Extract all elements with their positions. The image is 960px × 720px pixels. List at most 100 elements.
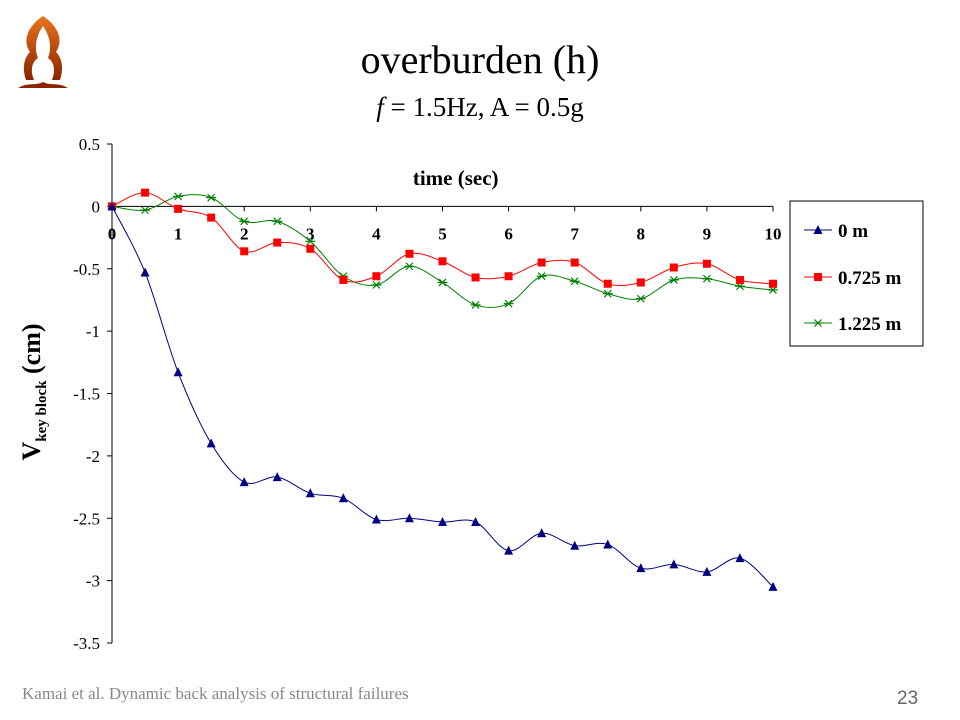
x-tick-label: 3 xyxy=(306,224,315,243)
asterisk-stroke xyxy=(372,281,381,289)
asterisk-stroke xyxy=(141,206,149,215)
x-tick-label: 0 xyxy=(108,224,117,243)
legend-marker xyxy=(814,273,822,281)
x-tick-label: 1 xyxy=(174,224,183,243)
x-tick-label: 8 xyxy=(637,224,646,243)
data-point xyxy=(174,204,183,213)
page-subtitle: f = 1.5Hz, A = 0.5g xyxy=(250,94,710,121)
data-point xyxy=(669,263,678,272)
data-point xyxy=(141,188,150,197)
y-tick-label: -3 xyxy=(86,572,100,591)
y-tick-label: -0.5 xyxy=(73,260,100,279)
data-point xyxy=(570,258,579,267)
x-tick-label: 9 xyxy=(703,224,712,243)
y-axis-label: Vkey block (cm) xyxy=(17,323,50,460)
legend-label: 1.225 m xyxy=(838,314,902,335)
data-point xyxy=(273,238,282,247)
data-point xyxy=(603,539,613,549)
data-point xyxy=(537,528,547,538)
page-title: overburden (h) xyxy=(360,37,600,82)
legend-label: 0.725 m xyxy=(838,268,902,289)
data-point xyxy=(504,545,514,555)
data-point xyxy=(240,247,249,256)
data-point xyxy=(769,279,777,288)
data-point xyxy=(305,488,315,498)
y-tick-label: 0 xyxy=(92,197,101,216)
asterisk-stroke xyxy=(603,289,612,298)
data-point xyxy=(239,217,250,226)
data-point xyxy=(404,262,415,271)
data-point xyxy=(536,272,547,281)
asterisk-stroke xyxy=(174,192,183,201)
data-point xyxy=(669,559,679,569)
data-point xyxy=(272,472,282,482)
data-point xyxy=(372,272,381,281)
asterisk-stroke xyxy=(306,237,315,246)
x-axis-label: time (sec) xyxy=(413,166,499,190)
asterisk-stroke xyxy=(814,319,822,327)
data-point xyxy=(438,257,447,266)
y-tick-label: -2.5 xyxy=(73,509,100,528)
data-point xyxy=(701,274,712,283)
data-point xyxy=(569,277,580,286)
y-tick-label: -3.5 xyxy=(73,634,100,653)
x-tick-label: 7 xyxy=(570,224,579,243)
data-point xyxy=(339,275,348,284)
asterisk-stroke xyxy=(504,299,513,308)
x-tick-label: 6 xyxy=(504,224,513,243)
asterisk-stroke xyxy=(636,294,645,303)
data-point xyxy=(702,259,711,268)
data-point xyxy=(636,563,646,573)
data-point xyxy=(503,299,514,308)
y-axis-label-main: V xyxy=(17,442,46,461)
x-tick-label: 4 xyxy=(372,224,381,243)
data-point xyxy=(173,367,183,377)
data-point xyxy=(602,289,613,298)
y-tick-label: -1 xyxy=(86,322,100,341)
y-axis-label-subscript: key block xyxy=(34,380,50,442)
data-point xyxy=(140,267,150,277)
x-tick-label: 2 xyxy=(240,224,249,243)
data-point xyxy=(471,516,481,526)
data-point xyxy=(636,278,645,287)
y-tick-label: 0.5 xyxy=(79,135,100,154)
legend-box xyxy=(789,200,924,347)
data-point xyxy=(305,237,316,246)
data-point xyxy=(140,206,151,215)
legend-marker xyxy=(813,225,823,234)
data-point xyxy=(570,540,580,550)
x-tick-label: 5 xyxy=(438,224,447,243)
data-point xyxy=(537,258,546,267)
data-point xyxy=(371,514,381,524)
data-point xyxy=(371,281,382,289)
series-line xyxy=(111,194,774,308)
data-point xyxy=(471,273,480,282)
data-point xyxy=(768,581,778,591)
data-point xyxy=(437,278,448,287)
asterisk-stroke xyxy=(537,272,546,281)
data-point xyxy=(206,193,217,202)
asterisk-stroke xyxy=(570,277,579,286)
asterisk-stroke xyxy=(438,278,447,287)
data-point xyxy=(603,279,612,288)
asterisk-stroke xyxy=(273,217,282,226)
frequency-symbol: f xyxy=(376,92,384,122)
data-point xyxy=(405,249,414,258)
data-point xyxy=(504,272,513,281)
asterisk-stroke xyxy=(702,274,711,283)
asterisk-stroke xyxy=(207,193,216,202)
subtitle-rest: = 1.5Hz, A = 0.5g xyxy=(383,92,584,122)
page-number: 23 xyxy=(897,688,919,709)
data-point xyxy=(702,566,712,576)
legend-marker xyxy=(813,319,823,327)
data-point xyxy=(206,438,216,448)
data-point xyxy=(404,513,414,523)
legend-label: 0 m xyxy=(838,221,868,242)
asterisk-stroke xyxy=(471,301,480,309)
data-point xyxy=(173,192,184,201)
data-point xyxy=(207,213,216,222)
data-point xyxy=(272,217,283,226)
data-point xyxy=(338,493,348,503)
data-point xyxy=(306,244,315,253)
